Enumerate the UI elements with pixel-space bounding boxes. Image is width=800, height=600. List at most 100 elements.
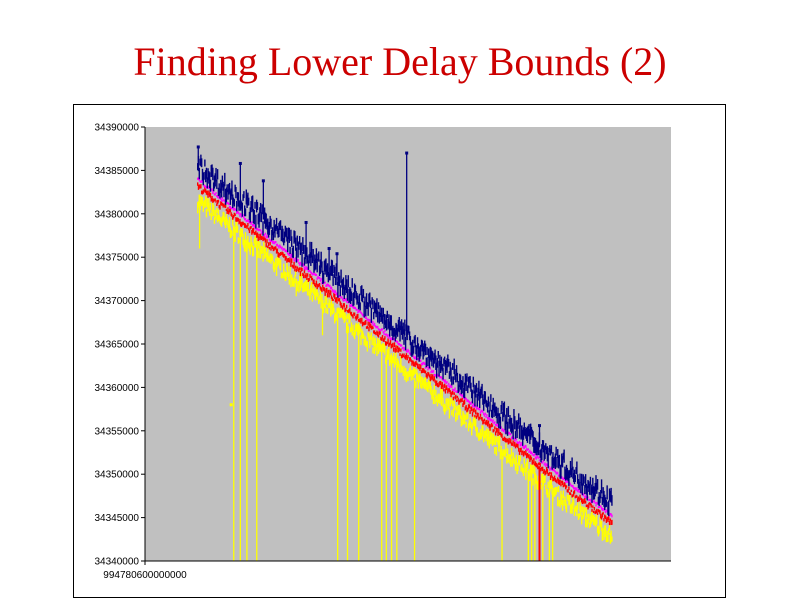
data-point [350,322,353,332]
data-point [341,310,344,319]
data-point [205,190,208,195]
data-point [248,221,251,224]
data-point [533,463,536,466]
data-point [243,205,246,217]
data-point [290,275,292,288]
data-point [330,259,333,276]
data-point [217,209,220,221]
data-point [455,394,457,400]
data-point [422,345,424,360]
data-point [398,366,400,373]
data-point [368,326,370,332]
series-3 [197,194,613,561]
spike-point [339,312,343,316]
data-point [513,409,515,424]
data-point [243,191,245,199]
data-point [293,230,295,244]
data-point [421,368,424,373]
data-point [562,490,565,499]
data-point [576,502,579,510]
data-point [388,342,390,347]
data-point [211,188,213,192]
data-point [296,266,298,269]
data-point [337,281,339,298]
data-point [342,309,345,320]
data-point [270,239,272,242]
data-point [486,414,488,417]
data-point [423,368,425,373]
data-point [529,451,532,455]
data-point [273,242,275,245]
data-point [245,189,247,205]
data-point [384,333,387,336]
data-point [204,199,206,209]
data-point [521,425,523,439]
data-point [380,344,382,352]
data-point [267,242,270,247]
data-point [204,184,206,188]
data-point [381,307,383,322]
data-point [496,428,498,433]
data-point [529,423,532,440]
data-point [373,330,376,335]
data-point [231,180,233,197]
data-point [236,226,239,233]
data-point [298,263,301,266]
data-point [357,295,359,304]
data-point [585,483,588,495]
data-point [237,218,240,222]
data-point [452,376,455,385]
data-point [366,302,369,310]
data-point [437,374,439,377]
data-point [420,359,422,363]
data-point [302,283,305,292]
data-point [463,397,466,400]
data-point [344,307,346,313]
data-point [493,422,495,425]
data-point [351,305,353,308]
data-point [212,191,214,195]
data-point [262,237,264,242]
data-point [549,471,551,475]
data-point [603,490,605,507]
data-point [351,328,353,336]
data-point [351,278,353,288]
data-point [386,349,388,360]
data-point [545,443,547,451]
data-point [241,228,244,235]
data-point [277,252,279,258]
data-point [523,422,526,436]
data-point [557,496,559,507]
data-point [600,521,602,528]
data-point [269,253,271,262]
data-point [244,232,247,244]
data-point [377,310,379,323]
data-point [198,194,200,204]
data-point [367,332,369,338]
data-point [390,315,392,331]
data-point [567,471,569,482]
data-point [588,502,590,508]
data-point [409,353,412,356]
data-point [392,352,395,364]
data-point [607,535,609,542]
data-point [449,396,451,407]
data-point [588,502,591,505]
data-point [212,182,215,192]
data-point [395,340,397,343]
spike-point [538,424,541,428]
data-point [201,196,204,204]
data-point [547,453,549,469]
data-point [577,513,580,520]
data-point [230,229,232,238]
data-point [419,346,421,359]
data-point [433,376,435,381]
data-point [372,347,374,354]
data-point [337,307,339,315]
spike-point [304,220,308,224]
data-point [314,254,316,271]
data-point [383,313,385,330]
data-point [366,340,369,352]
data-point [316,289,318,297]
data-point [281,246,283,249]
